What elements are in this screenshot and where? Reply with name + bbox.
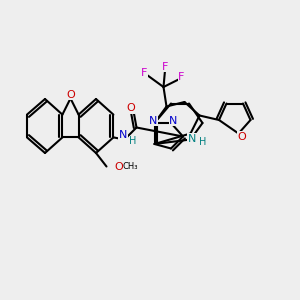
Text: O: O (66, 90, 75, 100)
Text: F: F (178, 72, 185, 82)
Text: O: O (126, 103, 135, 113)
Text: F: F (141, 68, 147, 78)
Text: CH₃: CH₃ (123, 162, 139, 171)
Text: O: O (237, 131, 246, 142)
Text: H: H (199, 136, 206, 147)
Text: O: O (114, 161, 123, 172)
Text: N: N (169, 116, 178, 126)
Text: N: N (119, 130, 127, 140)
Text: N: N (188, 134, 196, 144)
Text: H: H (129, 136, 136, 146)
Text: F: F (162, 62, 168, 72)
Text: N: N (149, 116, 157, 126)
